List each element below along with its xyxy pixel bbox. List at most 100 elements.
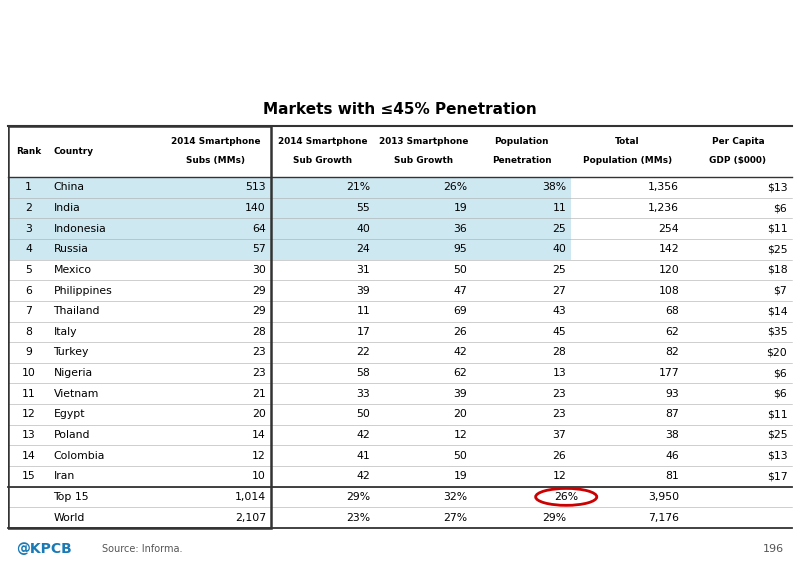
Text: Per Capita: Per Capita — [711, 137, 764, 146]
Text: 41: 41 — [357, 451, 370, 461]
Text: 4: 4 — [25, 244, 32, 254]
Text: 10: 10 — [252, 472, 266, 481]
Text: $6: $6 — [774, 389, 787, 398]
Text: $25: $25 — [766, 430, 787, 440]
Text: 68: 68 — [666, 306, 679, 316]
Text: 40: 40 — [356, 224, 370, 234]
Text: Rank: Rank — [16, 147, 41, 156]
Text: 19: 19 — [454, 472, 467, 481]
Text: 42: 42 — [357, 430, 370, 440]
Text: Vietnam: Vietnam — [54, 389, 99, 398]
Text: 8: 8 — [25, 327, 32, 337]
Text: 23: 23 — [553, 389, 566, 398]
Text: 120: 120 — [658, 265, 679, 275]
Text: 27: 27 — [553, 285, 566, 296]
Text: Mexico: Mexico — [54, 265, 91, 275]
Text: 11: 11 — [22, 389, 35, 398]
Text: 57: 57 — [252, 244, 266, 254]
Text: 10: 10 — [22, 368, 35, 378]
Text: Source: Informa.: Source: Informa. — [102, 543, 182, 554]
Text: 14: 14 — [22, 451, 35, 461]
Text: $20: $20 — [766, 347, 787, 357]
Text: 62: 62 — [666, 327, 679, 337]
Text: Iran: Iran — [54, 472, 74, 481]
Text: 55: 55 — [357, 203, 370, 213]
Text: 33: 33 — [357, 389, 370, 398]
Text: 28: 28 — [252, 327, 266, 337]
Text: 31: 31 — [357, 265, 370, 275]
Text: $11: $11 — [766, 224, 787, 234]
Text: 69: 69 — [454, 306, 467, 316]
Text: 1,356: 1,356 — [648, 183, 679, 192]
Bar — [8, 239, 571, 260]
Text: Sub Growth: Sub Growth — [394, 156, 453, 165]
Text: India: India — [54, 203, 80, 213]
Text: 17: 17 — [357, 327, 370, 337]
Text: 62: 62 — [454, 368, 467, 378]
Text: 14: 14 — [252, 430, 266, 440]
Text: 11: 11 — [357, 306, 370, 316]
Text: Markets with ≤45% Penetration: Markets with ≤45% Penetration — [263, 102, 537, 117]
Text: Total: Total — [615, 137, 640, 146]
Text: 58: 58 — [357, 368, 370, 378]
Text: 50: 50 — [454, 265, 467, 275]
Text: Indonesia: Indonesia — [54, 224, 106, 234]
Text: $17: $17 — [766, 472, 787, 481]
Text: $35: $35 — [766, 327, 787, 337]
Text: 11: 11 — [553, 203, 566, 213]
Text: 39: 39 — [454, 389, 467, 398]
Text: 25: 25 — [553, 265, 566, 275]
Text: 24: 24 — [357, 244, 370, 254]
Text: 95: 95 — [454, 244, 467, 254]
Text: GDP ($000): GDP ($000) — [710, 156, 766, 165]
Text: 2: 2 — [25, 203, 32, 213]
Text: @KPCB: @KPCB — [16, 542, 71, 555]
Text: Subs (MMs): Subs (MMs) — [186, 156, 246, 165]
Text: 2,107: 2,107 — [235, 513, 266, 523]
Text: 23%: 23% — [346, 513, 370, 523]
Bar — [8, 219, 571, 239]
Text: 50: 50 — [454, 451, 467, 461]
Text: $13: $13 — [766, 183, 787, 192]
Text: $25: $25 — [766, 244, 787, 254]
Text: 29%: 29% — [542, 513, 566, 523]
Text: 12: 12 — [22, 409, 35, 419]
Text: 50: 50 — [356, 409, 370, 419]
Text: 177: 177 — [658, 368, 679, 378]
Text: Turkey: Turkey — [54, 347, 89, 357]
Text: 26: 26 — [553, 451, 566, 461]
Text: 9: 9 — [25, 347, 32, 357]
Text: $11: $11 — [766, 409, 787, 419]
Text: 1,014: 1,014 — [235, 492, 266, 502]
Text: 5: 5 — [25, 265, 32, 275]
Text: 21%: 21% — [346, 183, 370, 192]
Text: 2013 Smartphone: 2013 Smartphone — [379, 137, 468, 146]
Text: 15: 15 — [22, 472, 35, 481]
Text: 12: 12 — [454, 430, 467, 440]
Text: 6: 6 — [25, 285, 32, 296]
Text: 42: 42 — [357, 472, 370, 481]
Text: 23: 23 — [553, 409, 566, 419]
Text: 26%: 26% — [554, 492, 578, 502]
Text: Russia: Russia — [54, 244, 88, 254]
Text: 108: 108 — [658, 285, 679, 296]
Text: 45: 45 — [553, 327, 566, 337]
Text: 23: 23 — [252, 368, 266, 378]
Text: 43: 43 — [553, 306, 566, 316]
Text: 64: 64 — [252, 224, 266, 234]
Text: 140: 140 — [245, 203, 266, 213]
Text: Italy: Italy — [54, 327, 77, 337]
Text: 42: 42 — [454, 347, 467, 357]
Text: $7: $7 — [774, 285, 787, 296]
Text: China: China — [54, 183, 85, 192]
Text: 1: 1 — [25, 183, 32, 192]
Text: Population (MMs): Population (MMs) — [582, 156, 672, 165]
Text: 22: 22 — [357, 347, 370, 357]
Text: 39: 39 — [357, 285, 370, 296]
Text: $18: $18 — [766, 265, 787, 275]
Text: 26: 26 — [454, 327, 467, 337]
Text: 23: 23 — [252, 347, 266, 357]
Text: 142: 142 — [658, 244, 679, 254]
Text: 29: 29 — [252, 306, 266, 316]
Text: 32%: 32% — [443, 492, 467, 502]
